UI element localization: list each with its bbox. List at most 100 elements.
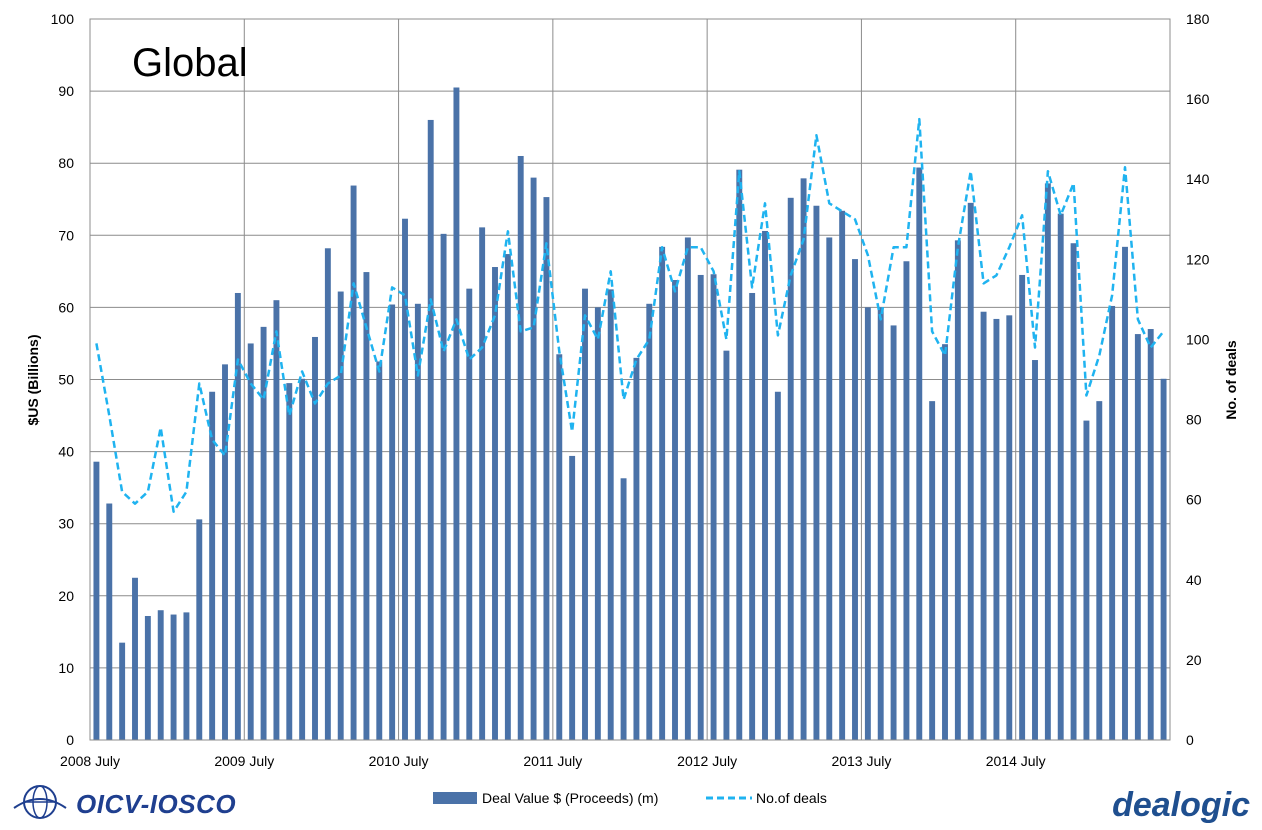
bar (93, 461, 100, 740)
bar (414, 303, 421, 740)
bar (363, 272, 370, 740)
bar (1122, 246, 1128, 740)
bar (209, 391, 216, 740)
bar (877, 307, 884, 740)
bar (1070, 243, 1077, 740)
legend-layer: Deal Value $ (Proceeds) (m) No.of deals (433, 790, 827, 806)
bar (234, 292, 241, 740)
bar (1134, 334, 1141, 740)
bar (980, 311, 987, 740)
legend-swatch-bars (433, 792, 477, 804)
x-tick-label: 2014 July (986, 753, 1046, 769)
bar (646, 303, 653, 740)
y-tick-label-left: 100 (51, 11, 75, 27)
bar (723, 350, 730, 740)
x-tick-label: 2009 July (214, 753, 274, 769)
y-tick-label-right: 20 (1186, 652, 1202, 668)
x-tick-label: 2010 July (369, 753, 429, 769)
bar (530, 177, 537, 740)
bar (1044, 183, 1051, 740)
bar (543, 197, 550, 740)
bar (106, 503, 113, 740)
bar (1083, 420, 1090, 740)
bar (453, 87, 460, 741)
y-tick-label-right: 160 (1186, 91, 1210, 107)
bar (620, 478, 627, 740)
bar (1147, 329, 1154, 740)
bar (1160, 378, 1167, 740)
bar (324, 248, 331, 740)
y-tick-label-left: 40 (58, 444, 74, 460)
bar (196, 519, 203, 740)
bar (492, 267, 498, 740)
bar (582, 288, 588, 740)
bar (800, 178, 807, 740)
bar (556, 354, 563, 740)
bar (736, 169, 743, 741)
bar (479, 227, 486, 740)
bar (710, 274, 717, 740)
axis-layer (89, 18, 1171, 741)
bar (260, 326, 267, 740)
y-axis-title-right: No. of deals (1223, 340, 1239, 420)
bar (337, 291, 344, 740)
iosco-logo: OICV-IOSCO (13, 785, 236, 819)
bar (1019, 274, 1026, 740)
y-tick-label-left: 60 (58, 299, 74, 315)
bar (144, 615, 151, 740)
y-tick-label-left: 0 (66, 732, 74, 748)
bar (633, 357, 640, 740)
bar (852, 259, 858, 740)
y-tick-label-left: 20 (58, 588, 74, 604)
bar (427, 119, 434, 740)
bar (569, 455, 576, 740)
bar (376, 361, 383, 740)
bar-layer (93, 87, 1167, 741)
bar (1006, 315, 1013, 740)
bar (864, 307, 871, 740)
bar (286, 383, 293, 740)
bar (839, 210, 846, 740)
bar (119, 642, 126, 740)
bar (787, 197, 794, 741)
plot-area-border (89, 18, 1171, 741)
bar (1032, 360, 1038, 740)
y-tick-label-left: 30 (58, 516, 74, 532)
bar (942, 344, 948, 740)
y-tick-label-left: 70 (58, 227, 74, 243)
legend-label-line: No.of deals (756, 790, 827, 806)
y-tick-label-right: 0 (1186, 732, 1194, 748)
bar (659, 246, 666, 740)
y-tick-label-left: 80 (58, 155, 74, 171)
bar (967, 202, 974, 741)
iosco-logo-text: OICV-IOSCO (76, 789, 236, 819)
y-axis-title-left: $US (Billions) (25, 334, 41, 425)
bar (813, 205, 820, 740)
y-tick-label-right: 100 (1186, 331, 1210, 347)
bar (157, 610, 164, 740)
y-tick-label-left: 90 (58, 83, 74, 99)
label-layer: 0 10 20 30 40 50 60 70 80 90 100 0 20 40 60 80 100 120 140… (51, 11, 1210, 769)
bar (890, 325, 897, 740)
bar (954, 240, 961, 741)
x-tick-label: 2008 July (60, 753, 120, 769)
bar (402, 218, 408, 741)
bar (247, 343, 254, 740)
bar (749, 292, 756, 740)
y-tick-label-left: 50 (58, 372, 74, 388)
globe-icon (13, 785, 67, 819)
dealogic-logo: dealogic (1112, 786, 1250, 824)
x-tick-label: 2013 July (831, 753, 891, 769)
bar (1109, 305, 1116, 740)
bar (594, 307, 601, 740)
bar (1057, 213, 1064, 741)
y-tick-label-right: 120 (1186, 251, 1210, 267)
chart-title: Global (132, 41, 248, 85)
y-tick-label-right: 40 (1186, 572, 1202, 588)
bar (774, 391, 781, 740)
bar (273, 300, 280, 740)
x-tick-label: 2011 July (523, 753, 582, 769)
legend-label-bars: Deal Value $ (Proceeds) (m) (482, 790, 658, 806)
bar (916, 167, 923, 740)
